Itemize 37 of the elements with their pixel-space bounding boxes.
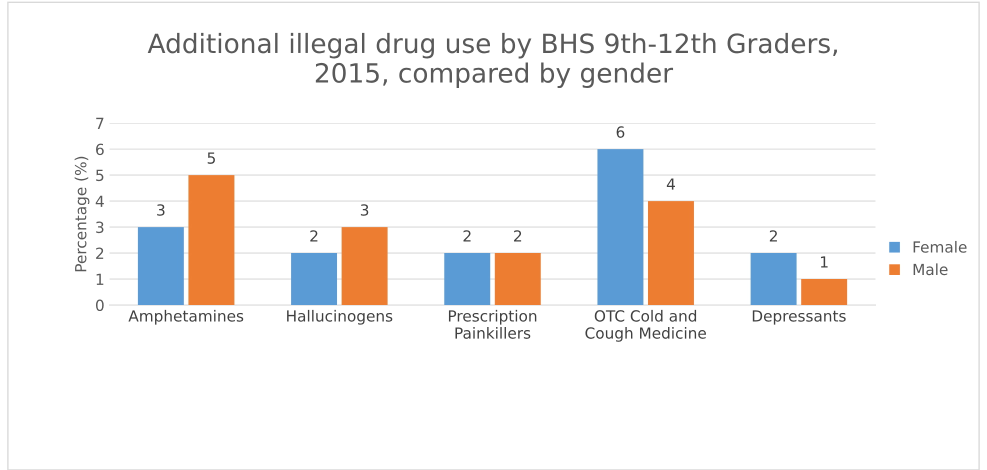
bar <box>597 149 644 306</box>
chart-title: Additional illegal drug use by BHS 9th-12th Graders, 2015, compared by gender <box>148 32 837 88</box>
x-tick-label: Hallucinogens <box>287 310 392 325</box>
bar <box>138 227 184 306</box>
legend-label: Male <box>914 263 948 276</box>
bar <box>494 253 541 306</box>
data-label: 4 <box>666 178 675 190</box>
y-tick-label: 5 <box>96 170 104 182</box>
y-tick-label: 0 <box>96 299 104 312</box>
data-label: 6 <box>616 126 624 138</box>
data-label: 5 <box>208 152 215 164</box>
x-tick-label: OTC Cold and Cough Medicine <box>585 310 706 342</box>
y-tick-label: 1 <box>96 274 104 285</box>
data-label: 2 <box>514 230 522 242</box>
y-tick-label: 2 <box>96 248 104 259</box>
data-label: 2 <box>310 230 318 242</box>
bar <box>342 227 388 306</box>
bar <box>750 253 797 306</box>
bar <box>648 201 694 306</box>
x-tick-label: Depressants <box>752 310 846 325</box>
bar <box>188 175 234 306</box>
y-tick-label: 7 <box>96 118 104 129</box>
bar <box>444 253 490 306</box>
data-label: 3 <box>157 204 165 216</box>
data-label: 1 <box>820 256 828 268</box>
x-tick-label: Prescription Painkillers <box>448 310 536 339</box>
bar <box>801 279 848 306</box>
data-label: 2 <box>463 230 471 242</box>
data-label: 3 <box>360 204 368 216</box>
legend-label: Female <box>914 240 967 253</box>
x-tick-label: Amphetamines <box>128 310 244 325</box>
y-axis-title: Percentage (%) <box>74 156 90 272</box>
y-tick-label: 4 <box>96 196 104 207</box>
y-tick-label: 6 <box>96 144 104 156</box>
y-tick-label: 3 <box>96 222 104 234</box>
data-label: 2 <box>770 230 777 242</box>
bar <box>291 253 338 306</box>
